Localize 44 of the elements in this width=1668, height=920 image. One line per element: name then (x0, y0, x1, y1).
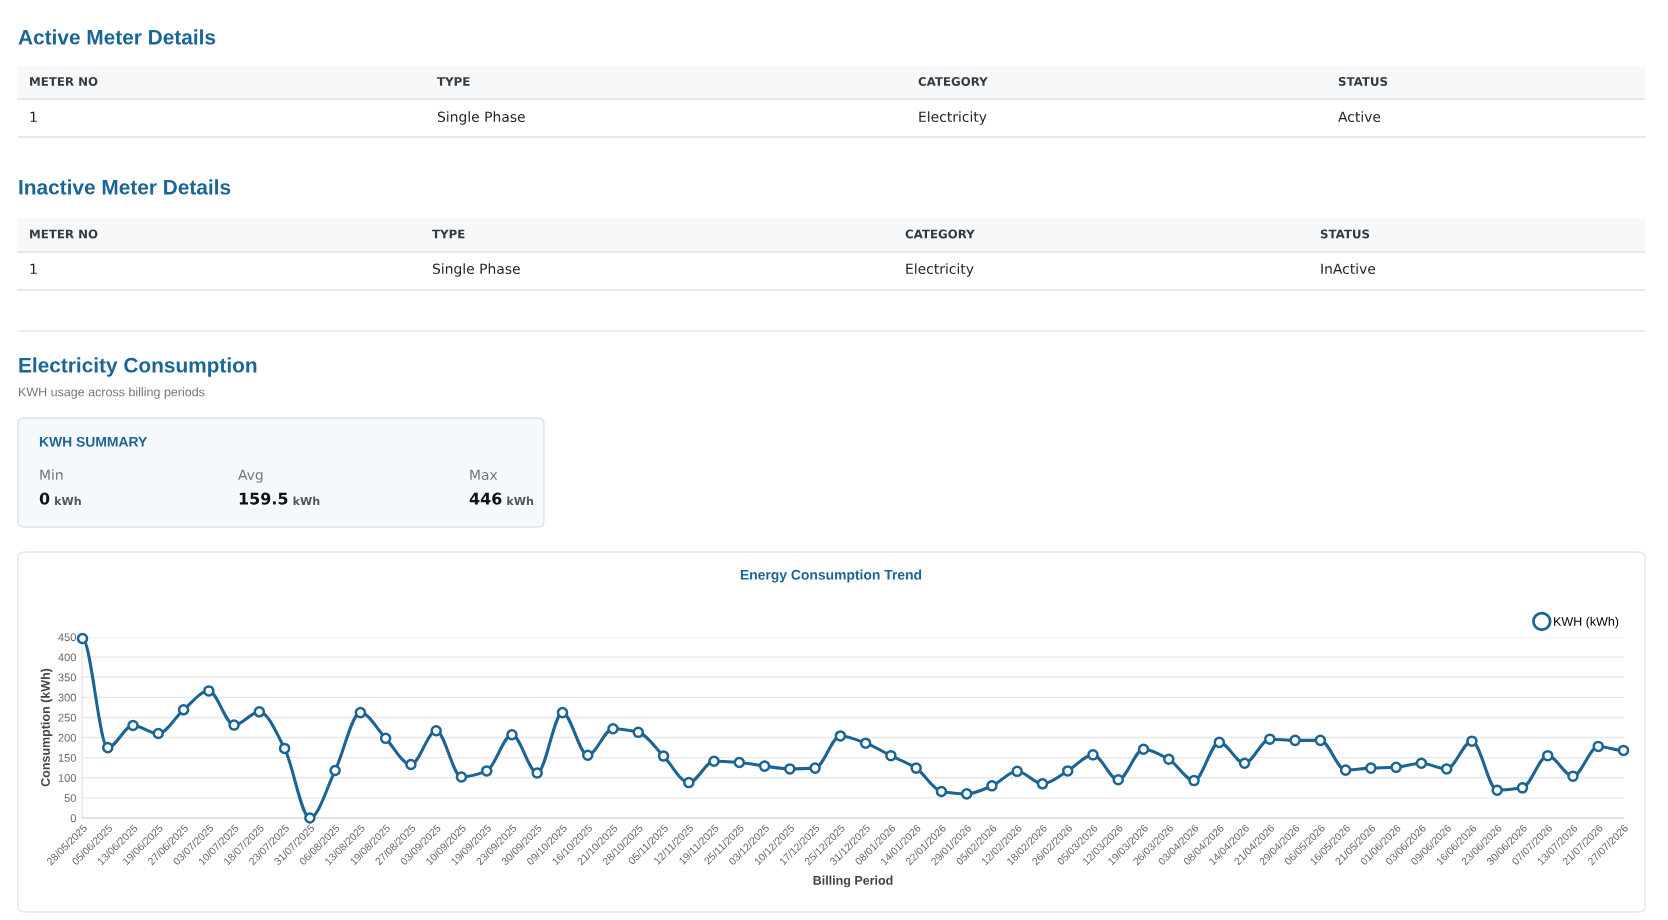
text: Inactive Meter Details (19, 179, 231, 195)
text: Single Phase (437, 111, 525, 125)
text: Min (40, 469, 63, 480)
text: TYPE (437, 77, 470, 86)
text: Electricity (906, 263, 974, 277)
text: kWh (293, 496, 320, 506)
text: Active Meter Details (18, 29, 216, 45)
text: Active (1338, 111, 1381, 123)
y-tick-label: 300 (58, 693, 77, 702)
text: Max (470, 469, 498, 481)
legend-label: KWH (kWh) (1554, 616, 1619, 629)
text: METER NO (30, 229, 98, 239)
y-axis-title: Consumption (kWh) (40, 668, 53, 787)
y-tick-label: 350 (58, 673, 77, 682)
text: Avg (238, 469, 263, 483)
x-axis-title: Billing Period (813, 875, 893, 888)
text: STATUS (1338, 77, 1388, 86)
text: CATEGORY (918, 77, 988, 86)
text: 446 (469, 492, 502, 505)
text: Electricity Consumption (19, 357, 257, 377)
text: TYPE (432, 229, 465, 239)
y-tick-label: 250 (58, 713, 77, 722)
text: kWh (55, 496, 81, 506)
y-tick-label: 450 (58, 633, 77, 642)
text: kWh (507, 496, 534, 506)
text: 1 (30, 111, 37, 122)
text: 1 (30, 263, 37, 274)
text: METER NO (30, 77, 98, 86)
text: Single Phase (432, 263, 520, 277)
chart-title: Energy Consumption Trend (740, 569, 922, 583)
y-tick-label: 400 (58, 653, 77, 662)
y-tick-label: 150 (58, 753, 77, 762)
text: KWH SUMMARY (39, 436, 148, 447)
y-tick-label: 100 (58, 774, 77, 782)
y-tick-label: 0 (70, 814, 77, 823)
text: 159.5 (239, 492, 288, 505)
text: CATEGORY (905, 229, 975, 239)
text: 0 (39, 492, 50, 505)
text: InActive (1321, 263, 1376, 275)
text: STATUS (1320, 229, 1370, 239)
y-tick-label: 50 (64, 794, 77, 803)
text: KWH usage across billing periods (19, 387, 205, 399)
text: Electricity (919, 111, 987, 125)
y-tick-label: 200 (58, 733, 77, 742)
